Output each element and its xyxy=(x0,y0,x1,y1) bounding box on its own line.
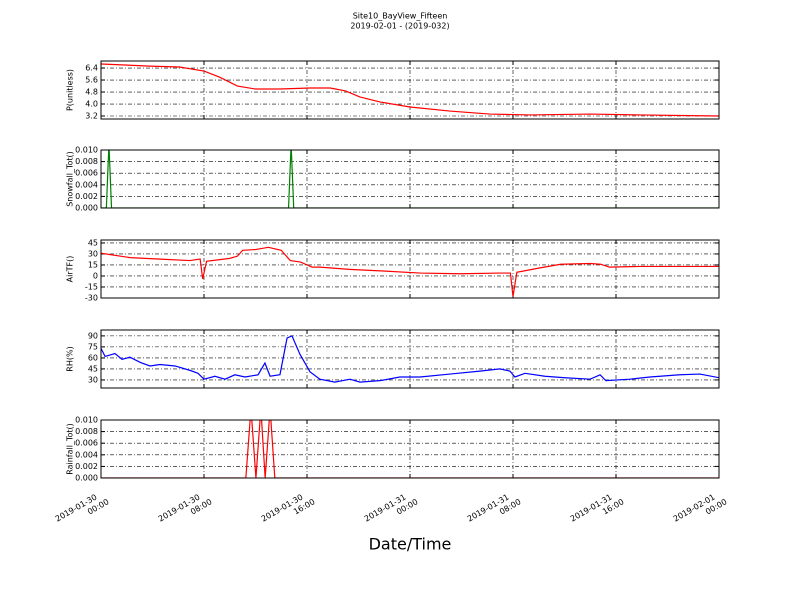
y-tick-label: 15 xyxy=(88,260,98,269)
x-tick-label: 2019-01-31 16:00 xyxy=(569,488,626,532)
y-tick-label: 30 xyxy=(88,375,98,384)
y-axis-label: AirTF() xyxy=(66,256,75,283)
y-tick-label: 0.002 xyxy=(75,462,98,471)
y-axis-label: RH(%) xyxy=(66,346,75,371)
data-line xyxy=(101,150,719,208)
x-axis-label: Date/Time xyxy=(369,535,452,554)
y-tick-label: 30 xyxy=(88,249,98,258)
x-tick-label: 2019-01-30 16:00 xyxy=(260,488,317,532)
y-tick-label: 0.000 xyxy=(75,204,98,213)
y-tick-label: 0.004 xyxy=(75,180,98,189)
plot-frame xyxy=(100,60,720,120)
plot-frame xyxy=(100,419,720,479)
y-tick-label: 4.0 xyxy=(85,100,98,109)
y-tick-label: -15 xyxy=(85,282,98,291)
x-tick-label: 2019-01-31 08:00 xyxy=(466,488,523,532)
data-line xyxy=(101,420,719,478)
y-axis-label: Snowfall_Tot() xyxy=(66,151,75,207)
chart-title: Site10_BayView_Fifteen xyxy=(353,12,448,21)
y-tick-label: 60 xyxy=(88,353,98,362)
y-axis-label: P(unitless) xyxy=(66,69,75,111)
y-tick-label: 6.4 xyxy=(85,64,98,73)
y-tick-label: 0.004 xyxy=(75,450,98,459)
y-tick-label: 0.000 xyxy=(75,474,98,483)
y-tick-label: 0.002 xyxy=(75,192,98,201)
y-tick-label: 45 xyxy=(88,238,98,247)
y-tick-label: 0 xyxy=(93,271,98,280)
y-tick-label: 0.006 xyxy=(75,169,98,178)
x-tick-label: 2019-01-30 08:00 xyxy=(157,488,214,532)
y-tick-label: 0.010 xyxy=(75,416,98,425)
data-line xyxy=(101,63,719,117)
y-tick-label: 0.008 xyxy=(75,427,98,436)
y-tick-label: 90 xyxy=(88,331,98,340)
x-tick-label: 2019-02-01 00:00 xyxy=(672,488,729,532)
y-tick-label: 0.006 xyxy=(75,439,98,448)
data-line xyxy=(101,335,719,383)
y-tick-label: 45 xyxy=(88,364,98,373)
y-tick-label: -30 xyxy=(85,294,98,303)
data-line xyxy=(101,246,719,297)
plot-frame xyxy=(100,329,720,389)
plot-frame xyxy=(100,149,720,209)
y-tick-label: 3.2 xyxy=(85,112,98,121)
plot-frame xyxy=(100,239,720,299)
x-tick-label: 2019-01-30 00:00 xyxy=(54,488,111,532)
y-tick-label: 4.8 xyxy=(85,88,98,97)
y-tick-label: 0.010 xyxy=(75,146,98,155)
y-tick-label: 75 xyxy=(88,342,98,351)
x-tick-label: 2019-01-31 00:00 xyxy=(363,488,420,532)
y-tick-label: 0.008 xyxy=(75,157,98,166)
y-tick-label: 5.6 xyxy=(85,76,98,85)
y-axis-label: Rainfall_Tot() xyxy=(66,423,75,475)
chart-subtitle: 2019-02-01 - (2019-032) xyxy=(350,22,449,31)
